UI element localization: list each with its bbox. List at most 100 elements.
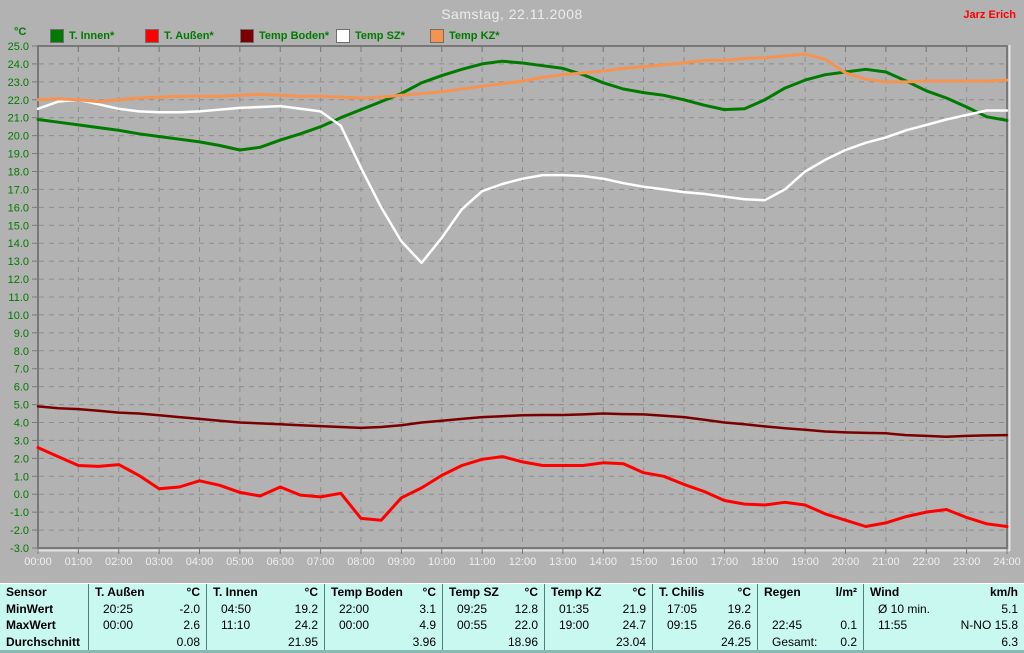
svg-text:21:00: 21:00 [872,556,900,568]
svg-text:03:00: 03:00 [145,556,173,568]
stats-cell-temp-sz-min: 09:25 12.8 [442,600,544,617]
svg-text:06:00: 06:00 [266,556,294,568]
stat-value: -2.0 [179,601,200,616]
svg-text:23:00: 23:00 [953,556,981,568]
svg-text:22:00: 22:00 [912,556,940,568]
svg-text:18:00: 18:00 [751,556,779,568]
stat-time: 00:55 [457,618,488,633]
svg-text:9.0: 9.0 [14,328,29,340]
stat-value: 24.2 [294,618,318,633]
legend-label: Temp KZ* [449,30,500,42]
stats-cell-temp-kz-min: 01:35 21.9 [544,600,652,617]
stat-value: 2.6 [183,618,200,633]
svg-text:11:00: 11:00 [469,556,496,568]
stats-cell-t-innen-min: 04:50 19.2 [206,600,324,617]
author-label: Jarz Erich [963,9,1016,21]
stats-cell-temp-kz-max: 19:00 24.7 [544,617,652,634]
svg-text:16.0: 16.0 [8,202,29,214]
stat-time: 22:45 [772,618,803,633]
series-line-t-innen [36,59,1009,152]
svg-text:20:00: 20:00 [832,556,860,568]
page-title: Samstag, 22.11.2008 [441,6,583,22]
stats-cell-t-au-en-avg: 0.08 [88,633,206,650]
stat-value: 3.1 [419,601,436,616]
sensor-stats-table: Sensor T. Außen °C T. Innen °C Temp Boden °C Te… [0,583,1024,653]
sensor-name: Wind [870,585,900,600]
stat-value: 6.3 [1001,634,1018,649]
stat-time: 17:05 [667,601,698,616]
stat-value: 3.96 [412,634,436,649]
legend-label: Temp Boden* [259,30,330,42]
svg-text:09:00: 09:00 [388,556,416,568]
y-axis-unit-label: °C [14,26,27,38]
stat-value: 19.2 [727,601,751,616]
svg-text:4.0: 4.0 [14,418,29,430]
stats-cell-t-innen-hdr: T. Innen °C [206,584,324,601]
svg-text:11.0: 11.0 [8,292,29,304]
svg-text:0.0: 0.0 [14,489,29,501]
stats-cell-temp-boden-max: 00:00 4.9 [324,617,442,634]
stats-cell-temp-boden-avg: 3.96 [324,633,442,650]
svg-text:3.0: 3.0 [14,435,29,447]
svg-text:17:00: 17:00 [711,556,739,568]
legend-label: T. Außen* [164,30,214,42]
stats-cell-regen-avg: Gesamt: 0.2 [757,633,863,650]
sensor-name: T. Chilis [659,585,705,600]
stat-value: 12.8 [514,601,538,616]
stat-value: 18.96 [507,634,538,649]
svg-text:25.0: 25.0 [8,41,29,53]
legend-item-t-au-en: T. Außen* [145,29,214,43]
svg-text:08:00: 08:00 [347,556,375,568]
stat-value: 0.2 [840,634,857,649]
stats-row-label-maxwert: MaxWert [6,618,56,633]
legend-swatch-temp-sz [336,29,350,43]
stats-row-label-sensor: Sensor [6,585,47,600]
svg-text:14.0: 14.0 [8,238,29,250]
stats-cell-regen-max: 22:45 0.1 [757,617,863,634]
legend-swatch-temp-kz [430,29,444,43]
stats-cell-t-chilis-hdr: T. Chilis °C [652,584,757,601]
stats-cell-t-chilis-max: 09:15 26.6 [652,617,757,634]
svg-text:10.0: 10.0 [8,310,29,322]
legend-item-t-innen: T. Innen* [50,29,114,43]
legend-swatch-t-au-en [145,29,159,43]
stats-cell-t-au-en-max: 00:00 2.6 [88,617,206,634]
stat-time: 09:15 [667,618,698,633]
svg-text:8.0: 8.0 [14,346,29,358]
x-axis-labels: 00:00 01:00 02:00 03:00 04:00 05:00 06:00 07:00… [24,556,1021,568]
stats-cell-temp-boden-hdr: Temp Boden °C [324,584,442,601]
stat-value: 21.9 [622,601,646,616]
svg-text:05:00: 05:00 [226,556,254,568]
legend-item-temp-kz: Temp KZ* [430,29,500,43]
svg-text:02:00: 02:00 [105,556,133,568]
sensor-unit: °C [304,585,318,600]
stat-time: 20:25 [103,601,134,616]
svg-text:23.0: 23.0 [8,77,29,89]
sensor-name: Temp KZ [551,585,602,600]
sensor-name: T. Innen [213,585,258,600]
sensor-name: Regen [764,585,801,600]
sensor-unit: °C [632,585,646,600]
legend-swatch-t-innen [50,29,64,43]
svg-text:2.0: 2.0 [14,453,29,465]
legend-item-temp-sz: Temp SZ* [336,29,405,43]
svg-text:15.0: 15.0 [8,220,29,232]
stats-cell-temp-kz-avg: 23.04 [544,633,652,650]
svg-text:22.0: 22.0 [8,95,29,107]
svg-text:21.0: 21.0 [8,113,29,125]
stats-cell-temp-sz-max: 00:55 22.0 [442,617,544,634]
legend-label: T. Innen* [69,30,115,42]
stats-cell-temp-sz-hdr: Temp SZ °C [442,584,544,601]
stats-cell-wind-avg: 6.3 [863,633,1024,650]
svg-text:24.0: 24.0 [8,59,29,71]
plot-border [37,45,1008,549]
svg-text:1.0: 1.0 [14,471,29,483]
svg-text:07:00: 07:00 [307,556,335,568]
svg-text:24:00: 24:00 [993,556,1021,568]
stat-value: 0.08 [176,634,200,649]
sensor-unit: °C [186,585,200,600]
stat-time: 00:00 [339,618,370,633]
stats-cell-t-au-en-min: 20:25 -2.0 [88,600,206,617]
svg-text:00:00: 00:00 [24,556,52,568]
sensor-unit: °C [422,585,436,600]
